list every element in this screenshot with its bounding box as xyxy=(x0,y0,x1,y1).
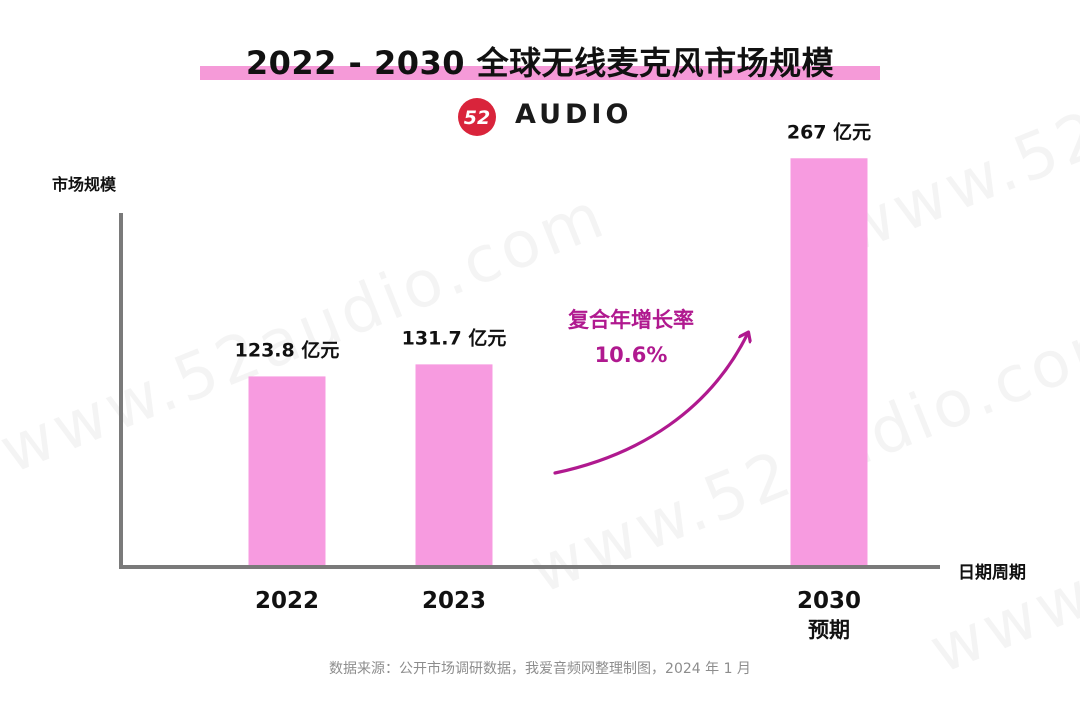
category-label-2023: 2023 xyxy=(422,588,486,614)
x-axis-label: 日期周期 xyxy=(958,563,1026,583)
cagr-value: 10.6% xyxy=(595,343,668,367)
bar-2023 xyxy=(415,364,493,565)
logo-text: AUDIO xyxy=(515,99,633,130)
category-sublabel-2030: 预期 xyxy=(808,618,850,642)
value-label-2022: 123.8 亿元 xyxy=(235,338,340,361)
category-label-2030: 2030 xyxy=(797,588,861,614)
brand-logo: 52 AUDIO xyxy=(457,97,637,137)
value-label-2030: 267 亿元 xyxy=(787,120,871,143)
category-label-2022: 2022 xyxy=(255,588,319,614)
title-highlight-bar xyxy=(200,66,880,80)
category-labels: 2022 2023 2030 预期 xyxy=(255,588,861,642)
growth-arrow xyxy=(553,333,748,475)
value-label-2023: 131.7 亿元 xyxy=(402,326,507,349)
bar-2022 xyxy=(248,376,326,565)
source-note: 数据来源：公开市场调研数据，我爱音频网整理制图，2024 年 1 月 xyxy=(329,661,751,677)
bars-group xyxy=(248,158,868,565)
logo-mark-icon: 52 xyxy=(458,98,496,136)
axes xyxy=(119,213,940,569)
y-axis-label: 市场规模 xyxy=(52,175,117,194)
logo-mark-label: 52 xyxy=(464,107,490,129)
cagr-label: 复合年增长率 xyxy=(567,308,694,332)
chart-title: 2022 - 2030 全球无线麦克风市场规模 xyxy=(245,44,835,82)
value-labels: 123.8 亿元 131.7 亿元 267 亿元 xyxy=(235,120,872,361)
title-block: 2022 - 2030 全球无线麦克风市场规模 xyxy=(0,38,1080,88)
bar-2030 xyxy=(790,158,868,565)
